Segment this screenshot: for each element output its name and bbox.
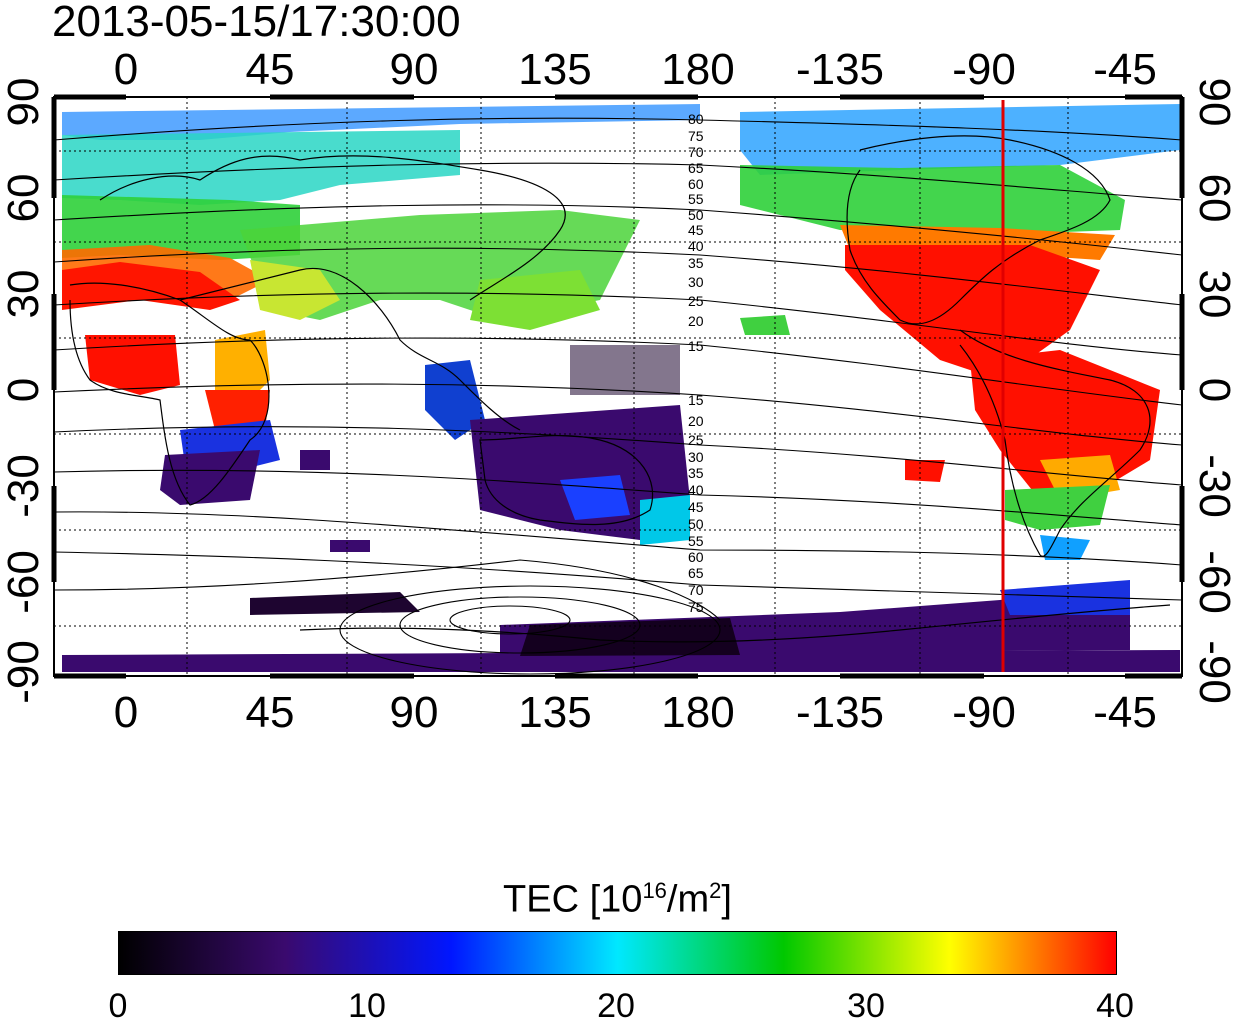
colorbar-tick: 10 [348,987,386,1025]
contour-label: 70 [688,144,704,160]
lat-label: 90 [0,78,48,127]
colorbar-tick: 0 [108,987,128,1025]
lat-label: 30 [1190,270,1235,319]
lon-label: 135 [518,45,591,94]
lat-label: 90 [1190,78,1235,127]
graticule [54,97,1182,676]
contour-label: 50 [688,207,704,223]
lon-label: 180 [661,688,734,737]
lon-label: 45 [246,688,295,737]
colorbar-title: TEC [1016/m2] [0,866,1235,925]
contour-label: 20 [688,313,704,329]
contour-label: 20 [688,413,704,429]
colorbar-title-unit: /m [666,878,710,921]
colorbar-tick: 40 [1096,987,1134,1025]
contour-label: 40 [688,482,704,498]
timestamp-title: 2013-05-15/17:30:00 [52,0,461,46]
lon-label: -90 [952,45,1016,94]
contour-label: 25 [688,432,704,448]
lat-label: -60 [0,550,48,614]
contour-label: 50 [688,516,704,532]
contour-label: 15 [688,392,704,408]
tec-coverage [62,104,1180,672]
lon-label: -45 [1093,688,1157,737]
lon-label: 90 [390,688,439,737]
lat-label: 0 [0,378,48,402]
contour-label: 65 [688,565,704,581]
contour-label: 65 [688,160,704,176]
contour-label: 55 [688,191,704,207]
contour-label: 30 [688,449,704,465]
contour-label: 70 [688,582,704,598]
contour-label: 60 [688,549,704,565]
lat-label: 60 [1190,174,1235,223]
colorbar-tick: 20 [597,987,635,1025]
left-lat-labels: 90 60 30 0 -30 -60 -90 [0,78,48,704]
top-lon-labels: 0 45 90 135 180 -135 -90 -45 [114,45,1157,94]
lat-label: -90 [0,640,48,704]
lon-label: 135 [518,688,591,737]
colorbar [118,931,1117,975]
contour-label: 45 [688,499,704,515]
lon-label: -135 [796,688,884,737]
right-lat-labels: 90 60 30 0 -30 -60 -90 [1190,78,1235,704]
lon-label: 0 [114,45,138,94]
lat-label: 30 [0,270,48,319]
contour-label: 25 [688,293,704,309]
contour-label-group: 80 75 70 65 60 55 50 45 40 35 30 25 20 1… [688,111,704,615]
contour-label: 40 [688,238,704,254]
lon-label: -90 [952,688,1016,737]
contour-label: 30 [688,274,704,290]
colorbar-title-unit-exponent: 2 [709,878,722,903]
contour-label: 35 [688,255,704,271]
contour-label: 75 [688,128,704,144]
colorbar-title-end: ] [721,878,732,921]
lon-label: 0 [114,688,138,737]
contour-label: 80 [688,111,704,127]
lon-label: -135 [796,45,884,94]
coastlines [69,135,1171,643]
colorbar-title-exponent: 16 [642,878,667,903]
colorbar-title-main: TEC [10 [503,878,643,921]
lat-label: -30 [0,454,48,518]
bottom-lon-labels: 0 45 90 135 180 -135 -90 -45 [114,688,1157,737]
contour-label: 15 [688,338,704,354]
colorbar-tick: 30 [847,987,885,1025]
axis-ticks [51,94,1185,679]
lon-label: 45 [246,45,295,94]
lat-label: 0 [1190,378,1235,402]
lon-label: 180 [661,45,734,94]
lat-label: -60 [1190,550,1235,614]
lat-label: -30 [1190,454,1235,518]
tec-map: 80 75 70 65 60 55 50 45 40 35 30 25 20 1… [0,45,1235,737]
lat-label: -90 [1190,640,1235,704]
lon-label: 90 [390,45,439,94]
contour-label: 35 [688,465,704,481]
lon-label: -45 [1093,45,1157,94]
lat-label: 60 [0,174,48,223]
contour-label: 60 [688,176,704,192]
contour-label: 75 [688,599,704,615]
contour-label: 45 [688,222,704,238]
contour-label: 55 [688,533,704,549]
